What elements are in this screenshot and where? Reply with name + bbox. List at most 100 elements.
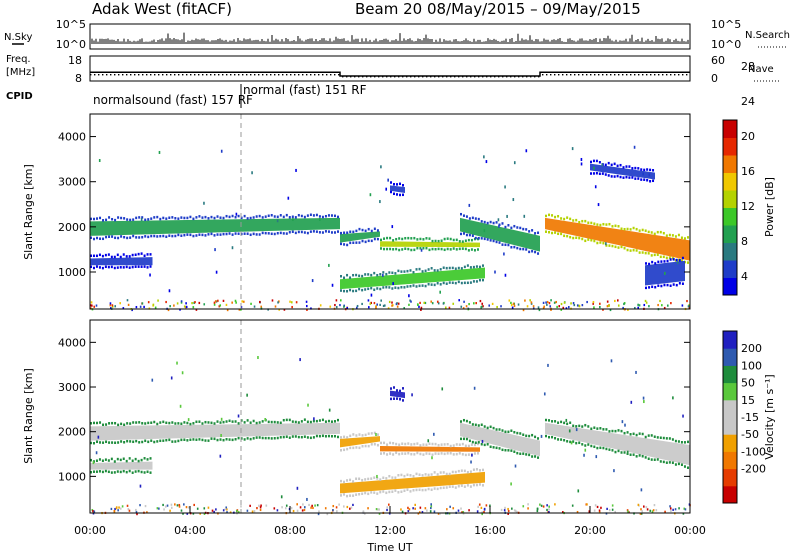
ground-scatter-speck: [265, 504, 268, 507]
xtick-label: 00:00: [74, 524, 106, 537]
echo-edge: [240, 216, 243, 220]
echo-edge: [513, 450, 516, 453]
scatter-speck: [503, 252, 505, 256]
ground-scatter-speck: [674, 508, 677, 511]
nave-dot: [330, 74, 332, 76]
ground-scatter-speck: [191, 301, 193, 305]
echo-edge: [364, 478, 367, 481]
ground-scatter-speck: [488, 304, 491, 307]
ground-scatter-speck: [163, 508, 165, 511]
ground-scatter-speck: [606, 300, 609, 303]
echo-edge: [442, 486, 445, 490]
nave-dot: [286, 74, 288, 76]
echo-edge: [393, 182, 395, 186]
echo-edge: [592, 159, 595, 163]
ytick-label: 1000: [58, 266, 86, 279]
ground-scatter-speck: [573, 303, 576, 307]
echo-edge: [623, 431, 626, 435]
echo-edge: [246, 419, 249, 422]
nave-dot: [550, 74, 552, 76]
echo-edge: [480, 442, 483, 446]
echo-edge: [678, 259, 681, 262]
ground-scatter-speck: [513, 509, 516, 512]
echo-edge: [632, 453, 635, 456]
echo-edge: [346, 231, 349, 234]
echo-edge: [566, 234, 569, 238]
echo-edge: [383, 247, 386, 251]
ground-scatter-speck: [178, 503, 181, 507]
echo-edge: [309, 213, 312, 217]
echo-edge: [111, 421, 114, 425]
echo-edge: [680, 259, 683, 262]
nave-dot: [414, 76, 416, 78]
echo-edge: [119, 255, 122, 259]
echo-edge: [418, 488, 421, 492]
ground-scatter-speck: [241, 300, 244, 303]
ground-scatter-speck: [543, 305, 545, 308]
scatter-speck: [299, 358, 301, 362]
scatter-speck: [215, 270, 218, 274]
echo-edge: [93, 217, 96, 221]
ground-scatter-speck: [146, 511, 148, 514]
echo-edge: [349, 494, 352, 497]
echo-edge: [446, 247, 449, 251]
ground-scatter-speck: [431, 302, 434, 305]
echo-edge: [472, 483, 475, 487]
echo-edge: [168, 438, 171, 442]
echo-edge: [312, 436, 315, 439]
echo-edge: [119, 470, 122, 474]
echo-edge: [252, 232, 255, 236]
echo-edge: [467, 453, 470, 456]
echo-edge: [128, 457, 131, 460]
echo-edge: [201, 422, 204, 425]
echo-edge: [525, 434, 528, 438]
echo-edge: [623, 246, 626, 250]
echo-edge: [460, 267, 463, 270]
echo-band: [90, 257, 153, 266]
echo-band: [340, 231, 380, 243]
echo-edge: [483, 425, 486, 428]
echo-edge: [327, 419, 330, 423]
ground-scatter-speck: [418, 511, 421, 514]
ground-scatter-speck: [183, 305, 186, 308]
echo-edge: [531, 455, 534, 458]
scatter-speck: [313, 417, 315, 421]
ground-scatter-speck: [602, 308, 604, 311]
echo-edge: [418, 284, 421, 288]
echo-edge: [528, 434, 531, 438]
echo-edge: [657, 260, 660, 264]
ground-scatter-speck: [169, 509, 171, 512]
echo-edge: [273, 232, 276, 236]
scatter-speck: [473, 386, 476, 390]
echo-band: [340, 471, 485, 494]
echo-edge: [373, 227, 376, 231]
echo-edge: [219, 438, 222, 441]
echo-edge: [464, 453, 467, 457]
colorbar-tick-label: 4: [741, 270, 748, 283]
echo-edge: [165, 438, 168, 442]
ground-scatter-speck: [513, 304, 516, 308]
echo-edge: [501, 222, 504, 225]
ground-scatter-speck: [616, 299, 619, 302]
echo-edge: [373, 237, 376, 241]
velocity-ylabel: Slant Range [km]: [22, 368, 35, 464]
nave-dot: [538, 76, 540, 78]
nave-dot: [658, 74, 660, 76]
ground-scatter-speck: [289, 300, 291, 303]
echo-edge: [364, 273, 367, 276]
echo-edge: [430, 488, 433, 491]
echo-edge: [466, 264, 469, 267]
echo-edge: [665, 234, 668, 237]
echo-edge: [134, 457, 137, 461]
echo-band: [590, 163, 655, 180]
echo-edge: [171, 440, 174, 443]
echo-edge: [95, 470, 98, 473]
nave-dot: [490, 76, 492, 78]
echo-edge: [123, 235, 126, 239]
echo-edge: [306, 231, 309, 235]
echo-edge: [454, 486, 457, 489]
echo-edge: [461, 442, 464, 446]
echo-edge: [101, 459, 104, 462]
echo-edge: [204, 420, 207, 424]
